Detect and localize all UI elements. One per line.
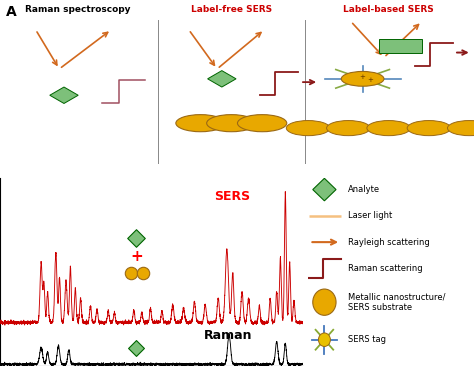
Text: Label-free SERS: Label-free SERS xyxy=(191,5,272,14)
Text: Analyte: Analyte xyxy=(347,185,380,194)
Text: +: + xyxy=(360,74,365,80)
Polygon shape xyxy=(313,178,336,201)
Point xyxy=(139,270,146,276)
Text: SERS tag: SERS tag xyxy=(347,335,386,344)
Circle shape xyxy=(341,71,384,86)
Text: Raman scattering: Raman scattering xyxy=(347,264,422,273)
Circle shape xyxy=(237,115,287,132)
Circle shape xyxy=(367,120,410,136)
Bar xyxy=(379,39,422,53)
Circle shape xyxy=(407,120,451,136)
Text: Raman: Raman xyxy=(203,329,252,343)
Text: A: A xyxy=(6,5,17,19)
Text: +: + xyxy=(367,78,373,83)
Text: +: + xyxy=(130,249,143,264)
Circle shape xyxy=(176,115,225,132)
Text: Raman spectroscopy: Raman spectroscopy xyxy=(26,5,131,14)
Text: SERS: SERS xyxy=(214,190,250,203)
Point xyxy=(133,235,140,241)
Circle shape xyxy=(207,115,256,132)
Text: Label-based SERS: Label-based SERS xyxy=(343,5,434,14)
Polygon shape xyxy=(208,71,236,87)
Text: Metallic nanostructure/
SERS substrate: Metallic nanostructure/ SERS substrate xyxy=(347,292,445,312)
Point xyxy=(127,270,135,276)
Circle shape xyxy=(319,333,330,347)
Polygon shape xyxy=(50,87,78,104)
Circle shape xyxy=(327,120,370,136)
Text: Rayleigh scattering: Rayleigh scattering xyxy=(347,238,429,247)
Circle shape xyxy=(313,289,336,315)
Circle shape xyxy=(286,120,330,136)
Point xyxy=(133,345,140,351)
Text: Laser light: Laser light xyxy=(347,211,392,220)
Circle shape xyxy=(447,120,474,136)
